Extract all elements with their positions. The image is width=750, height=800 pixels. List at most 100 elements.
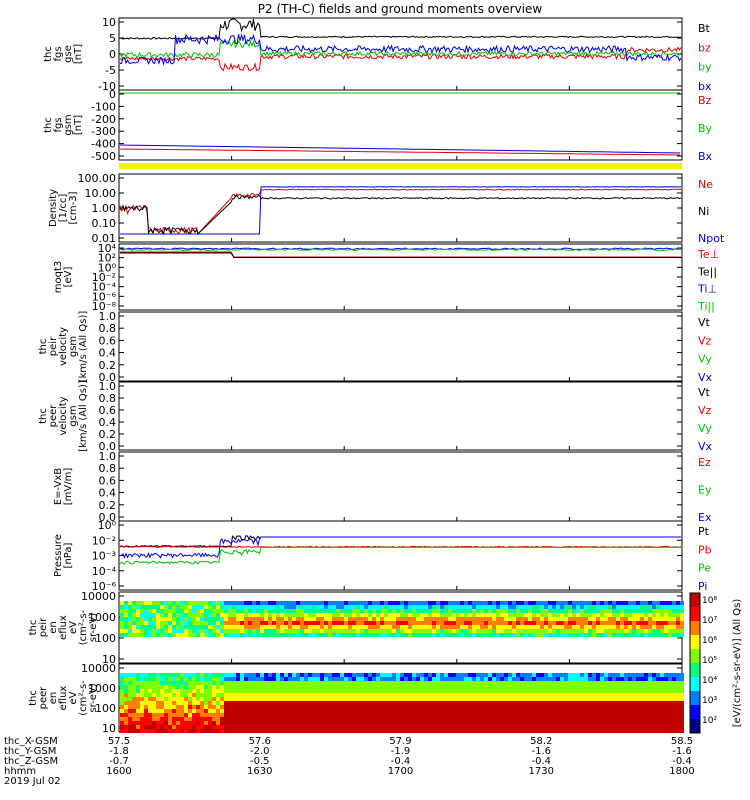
- spectrogram-cell: [312, 693, 316, 697]
- spectrogram-cell: [552, 673, 556, 677]
- spectrogram-cell: [652, 709, 656, 713]
- spectrogram-cell: [448, 709, 452, 713]
- spectrogram-cell: [460, 689, 464, 693]
- spectrogram-cell: [648, 705, 652, 709]
- spectrogram-cell: [508, 693, 512, 697]
- spectrogram-cell: [156, 609, 160, 613]
- spectrogram-cell: [672, 673, 676, 677]
- spectrogram-cell: [568, 709, 572, 713]
- spectrogram-cell: [284, 713, 288, 717]
- x-tick-label: 1630: [247, 766, 272, 777]
- spectrogram-cell: [400, 717, 404, 721]
- spectrogram-cell: [648, 617, 652, 621]
- spectrogram-cell: [236, 705, 240, 709]
- spectrogram-cell: [384, 689, 388, 693]
- spectrogram-cell: [396, 717, 400, 721]
- spectrogram-cell: [524, 617, 528, 621]
- spectrogram-cell: [664, 601, 668, 605]
- spectrogram-cell: [132, 633, 136, 637]
- spectrogram-cell: [168, 605, 172, 609]
- spectrogram-cell: [576, 685, 580, 689]
- spectrogram-cell: [420, 633, 424, 637]
- spectrogram-cell: [460, 681, 464, 685]
- spectrogram-cell: [376, 625, 380, 629]
- spectrogram-cell: [656, 693, 660, 697]
- spectrogram-cell: [304, 697, 308, 701]
- spectrogram-cell: [548, 613, 552, 617]
- spectrogram-cell: [628, 681, 632, 685]
- spectrogram-cell: [136, 717, 140, 721]
- spectrogram-cell: [324, 709, 328, 713]
- spectrogram-cell: [388, 609, 392, 613]
- spectrogram-cell: [208, 709, 212, 713]
- spectrogram-cell: [548, 625, 552, 629]
- spectrogram-cell: [292, 721, 296, 725]
- spectrogram-cell: [488, 681, 492, 685]
- spectrogram-cell: [228, 601, 232, 605]
- spectrogram-cell: [296, 621, 300, 625]
- spectrogram-cell: [532, 673, 536, 677]
- spectrogram-cell: [136, 713, 140, 717]
- spectrogram-cell: [416, 697, 420, 701]
- spectrogram-cell: [352, 685, 356, 689]
- spectrogram-cell: [340, 601, 344, 605]
- spectrogram-cell: [636, 689, 640, 693]
- spectrogram-cell: [348, 721, 352, 725]
- spectrogram-cell: [208, 621, 212, 625]
- x-tick-label: -0.4: [531, 756, 551, 767]
- spectrogram-cell: [440, 621, 444, 625]
- spectrogram-cell: [556, 625, 560, 629]
- spectrogram-cell: [244, 729, 248, 733]
- spectrogram-cell: [316, 617, 320, 621]
- spectrogram-cell: [672, 717, 676, 721]
- spectrogram-cell: [420, 717, 424, 721]
- spectrogram-cell: [556, 709, 560, 713]
- spectrogram-cell: [384, 705, 388, 709]
- spectrogram-cell: [132, 705, 136, 709]
- spectrogram-cell: [328, 601, 332, 605]
- spectrogram-cell: [200, 705, 204, 709]
- spectrogram-cell: [292, 701, 296, 705]
- spectrogram-cell: [272, 601, 276, 605]
- spectrogram-cell: [256, 601, 260, 605]
- spectrogram-cell: [568, 729, 572, 733]
- spectrogram-cell: [388, 633, 392, 637]
- spectrogram-cell: [508, 621, 512, 625]
- spectrogram-cell: [620, 681, 624, 685]
- spectrogram-cell: [344, 681, 348, 685]
- spectrogram-cell: [200, 721, 204, 725]
- spectrogram-cell: [648, 673, 652, 677]
- spectrogram-cell: [620, 693, 624, 697]
- spectrogram-cell: [652, 685, 656, 689]
- spectrogram-cell: [236, 693, 240, 697]
- spectrogram-cell: [136, 601, 140, 605]
- spectrogram-cell: [600, 673, 604, 677]
- spectrogram-cell: [120, 681, 124, 685]
- spectrogram-cell: [292, 713, 296, 717]
- spectrogram-cell: [300, 605, 304, 609]
- spectrogram-cell: [184, 601, 188, 605]
- spectrogram-cell: [124, 621, 128, 625]
- spectrogram-cell: [244, 709, 248, 713]
- spectrogram-cell: [124, 701, 128, 705]
- spectrogram-cell: [680, 609, 684, 613]
- spectrogram-cell: [528, 713, 532, 717]
- spectrogram-cell: [152, 605, 156, 609]
- spectrogram-cell: [548, 601, 552, 605]
- spectrogram-cell: [536, 605, 540, 609]
- spectrogram-cell: [128, 617, 132, 621]
- spectrogram-cell: [600, 613, 604, 617]
- spectrogram-cell: [184, 697, 188, 701]
- spectrogram-cell: [508, 709, 512, 713]
- spectrogram-cell: [652, 605, 656, 609]
- spectrogram-cell: [304, 605, 308, 609]
- spectrogram-cell: [456, 609, 460, 613]
- spectrogram-cell: [384, 701, 388, 705]
- spectrogram-cell: [432, 729, 436, 733]
- spectrogram-cell: [616, 621, 620, 625]
- spectrogram-cell: [456, 721, 460, 725]
- spectrogram-cell: [504, 629, 508, 633]
- spectrogram-cell: [272, 605, 276, 609]
- spectrogram-cell: [408, 609, 412, 613]
